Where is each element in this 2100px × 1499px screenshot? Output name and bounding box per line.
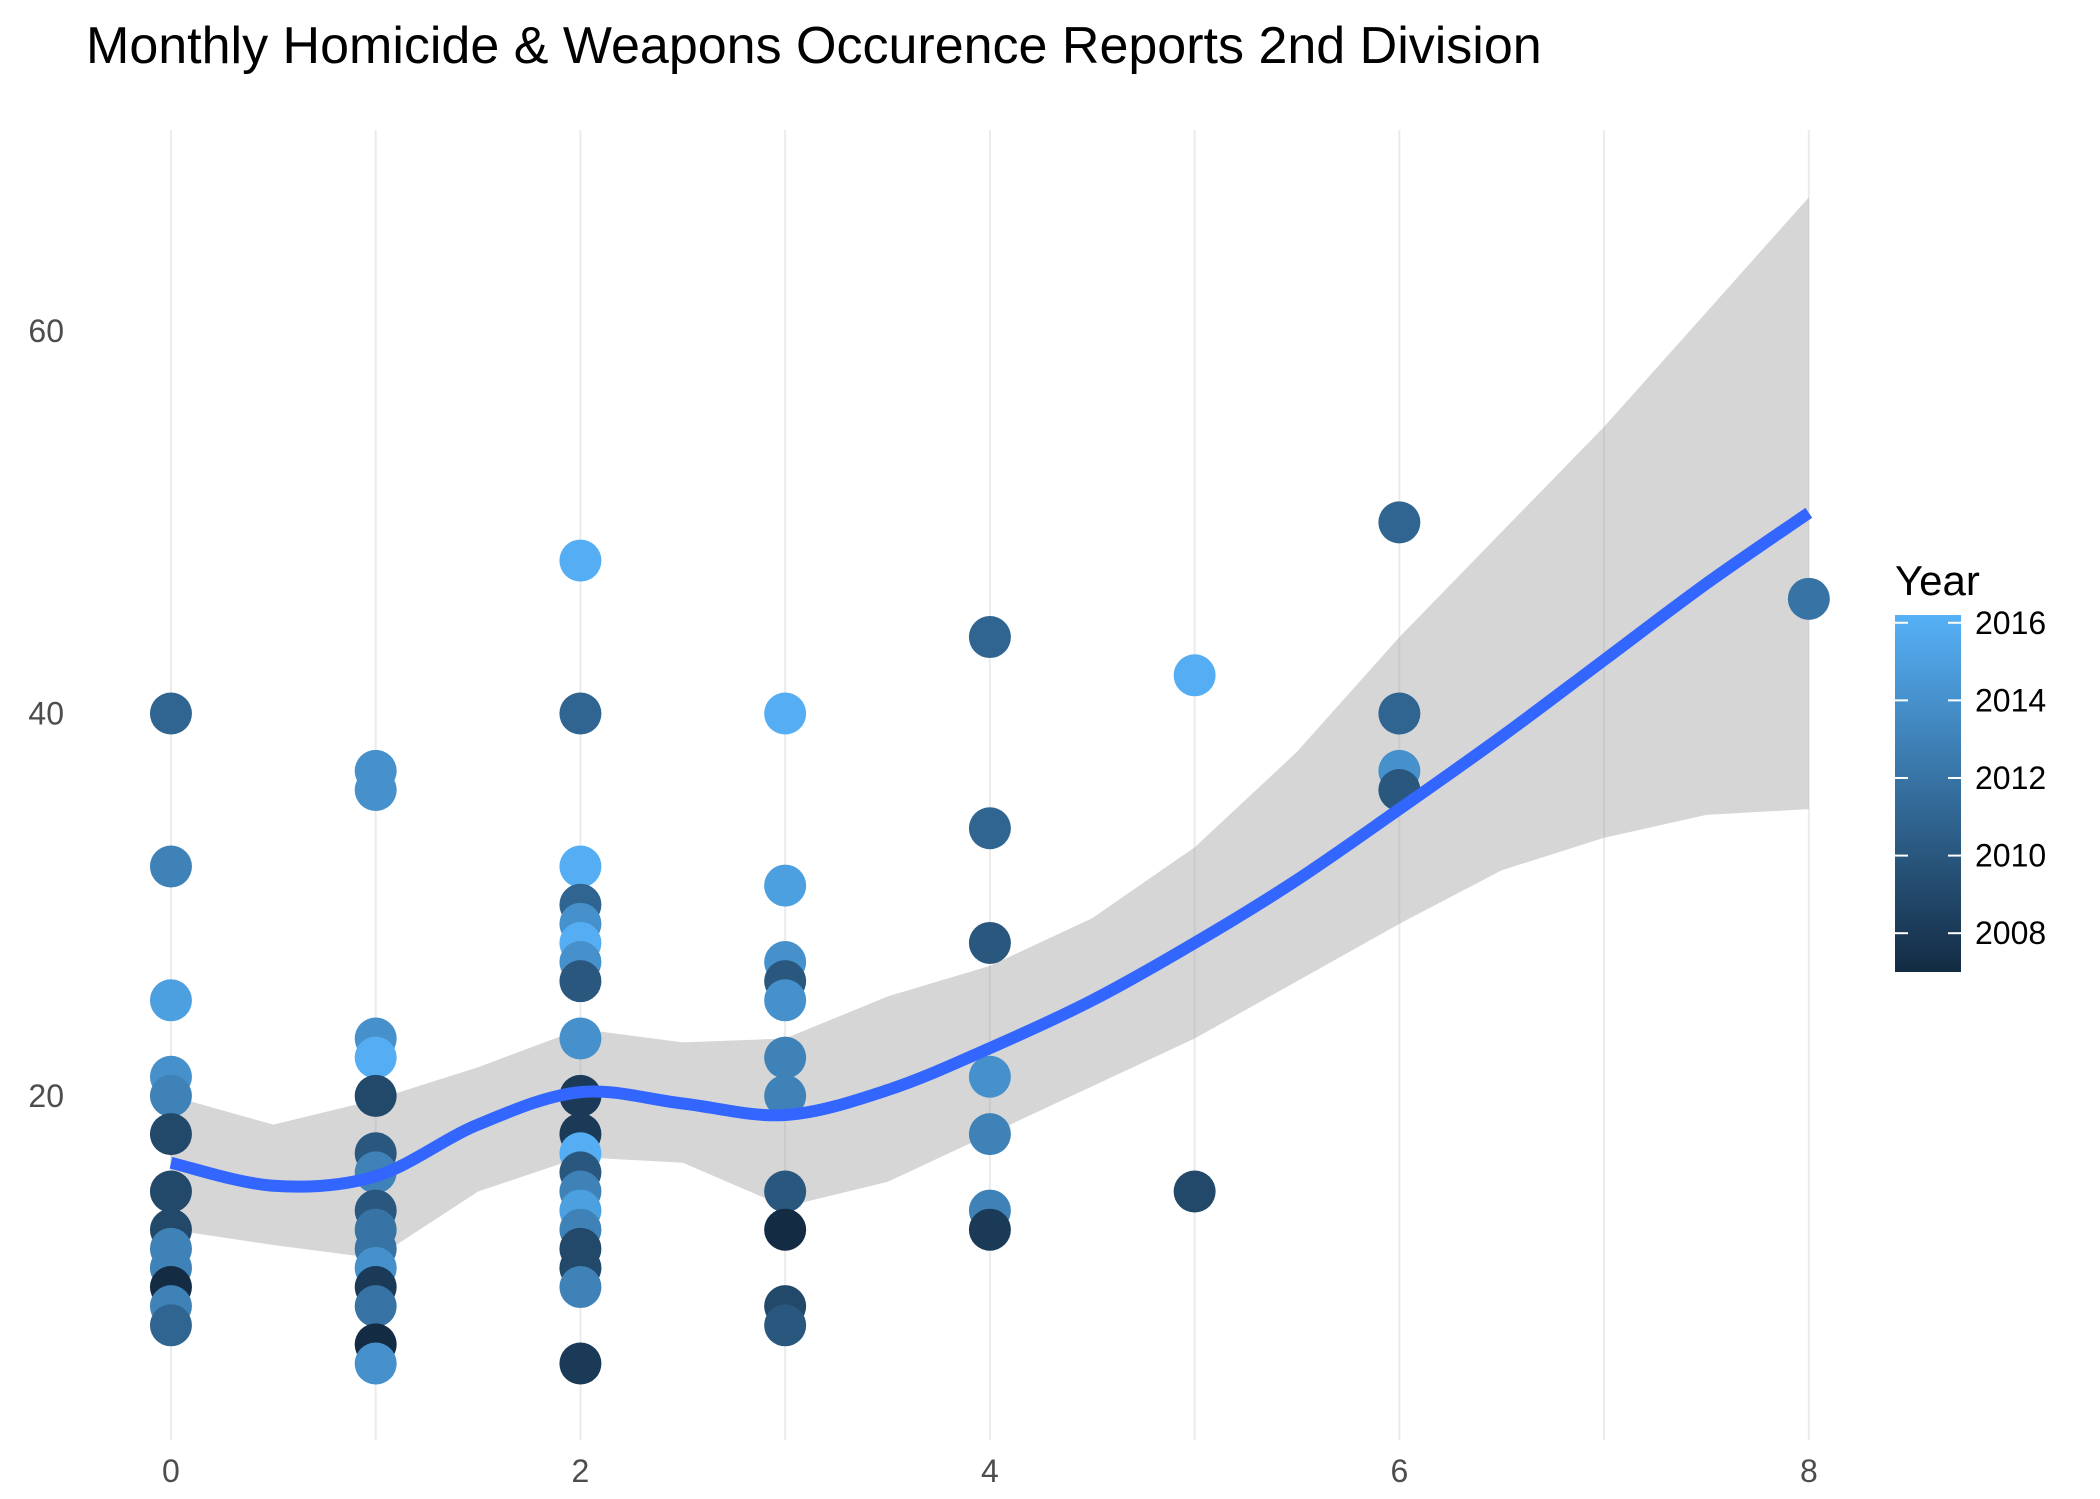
data-point [149,979,192,1022]
x-axis-ticks: 0 2 4 6 8 [162,1453,1818,1489]
x-tick-label: 0 [162,1453,180,1489]
y-tick-label: 20 [28,1078,64,1114]
data-point [559,539,602,582]
y-tick-label: 60 [28,313,64,349]
legend-label: 2010 [1975,838,2046,874]
color-legend: Year 2008 2010 2012 2014 2016 [1895,557,2046,972]
data-point [764,864,807,907]
data-point [1173,654,1216,697]
legend-colorbar [1895,615,1961,972]
smooth-curve [169,507,1813,1193]
data-point [354,1036,397,1079]
data-point [149,1074,192,1117]
y-tick-label: 40 [28,696,64,732]
legend-ticks: 2008 2010 2012 2014 2016 [1895,605,2046,951]
data-point [559,692,602,735]
data-point [149,1170,192,1213]
data-point [764,1036,807,1079]
legend-label: 2014 [1975,682,2046,718]
data-point [764,692,807,735]
data-point [559,845,602,888]
data-points [149,501,1830,1385]
data-point [764,1170,807,1213]
smooth-line [169,507,1813,1193]
x-tick-label: 2 [572,1453,590,1489]
x-tick-label: 4 [981,1453,999,1489]
legend-label: 2008 [1975,915,2046,951]
legend-title: Year [1895,557,1980,604]
data-point [968,1113,1011,1156]
data-point [968,616,1011,659]
data-point [149,845,192,888]
data-point [354,1074,397,1117]
legend-label: 2012 [1975,760,2046,796]
data-point [354,1285,397,1328]
data-point [764,1074,807,1117]
data-point [559,960,602,1003]
data-point [354,769,397,811]
data-point [968,807,1011,850]
data-point [764,1208,807,1251]
data-point [1378,501,1421,544]
x-tick-label: 8 [1800,1453,1818,1489]
data-point [1787,577,1830,620]
data-point [968,1208,1011,1251]
data-point [764,1304,807,1347]
data-point [149,692,192,735]
data-point [559,1017,602,1060]
legend-label: 2016 [1975,605,2046,641]
data-point [149,1113,192,1156]
data-point [764,979,807,1022]
data-point [149,1304,192,1347]
chart-title: Monthly Homicide & Weapons Occurence Rep… [86,17,1542,75]
x-tick-label: 6 [1390,1453,1408,1489]
data-point [559,1266,602,1309]
y-axis-ticks: 20 40 60 [28,313,64,1114]
data-point [559,1342,602,1385]
data-point [968,1055,1011,1098]
data-point [354,1342,397,1385]
data-point [1173,1170,1216,1213]
data-point [968,921,1011,964]
data-point [1378,692,1421,735]
